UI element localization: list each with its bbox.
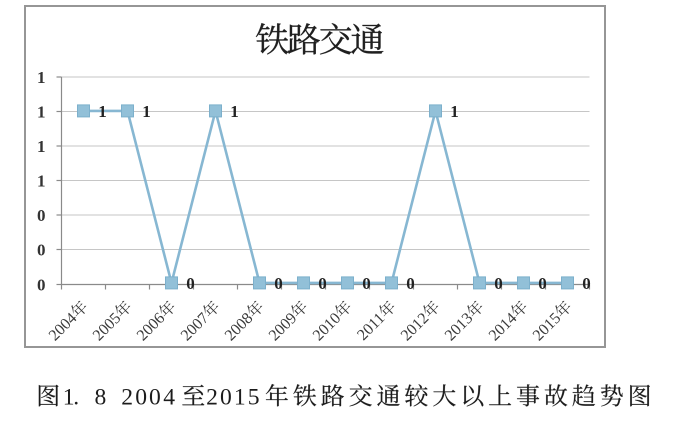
- svg-text:0: 0: [406, 274, 415, 293]
- svg-text:0: 0: [135, 385, 147, 411]
- svg-text:1: 1: [98, 102, 107, 121]
- svg-text:0: 0: [37, 206, 46, 225]
- svg-text:1: 1: [37, 171, 46, 190]
- svg-text:0: 0: [538, 274, 547, 293]
- svg-text:1: 1: [142, 102, 151, 121]
- svg-text:1: 1: [37, 137, 46, 156]
- svg-text:1: 1: [230, 102, 239, 121]
- svg-text:0: 0: [582, 274, 591, 293]
- svg-text:1: 1: [37, 102, 46, 121]
- svg-text:1.8: 1. 8: [63, 385, 106, 411]
- svg-text:0: 0: [37, 275, 46, 294]
- svg-text:0: 0: [149, 385, 161, 411]
- svg-text:4: 4: [163, 385, 175, 411]
- svg-text:0: 0: [494, 274, 503, 293]
- svg-text:2: 2: [206, 385, 218, 411]
- svg-text:0: 0: [37, 240, 46, 259]
- svg-text:1: 1: [450, 102, 459, 121]
- svg-text:0: 0: [274, 274, 283, 293]
- svg-text:2: 2: [121, 385, 133, 411]
- svg-text:1: 1: [37, 68, 46, 87]
- svg-text:0: 0: [186, 274, 195, 293]
- svg-text:0: 0: [318, 274, 327, 293]
- svg-text:0: 0: [362, 274, 371, 293]
- svg-text:0: 0: [220, 385, 232, 411]
- svg-text:5: 5: [248, 385, 260, 411]
- svg-text:1: 1: [234, 385, 246, 411]
